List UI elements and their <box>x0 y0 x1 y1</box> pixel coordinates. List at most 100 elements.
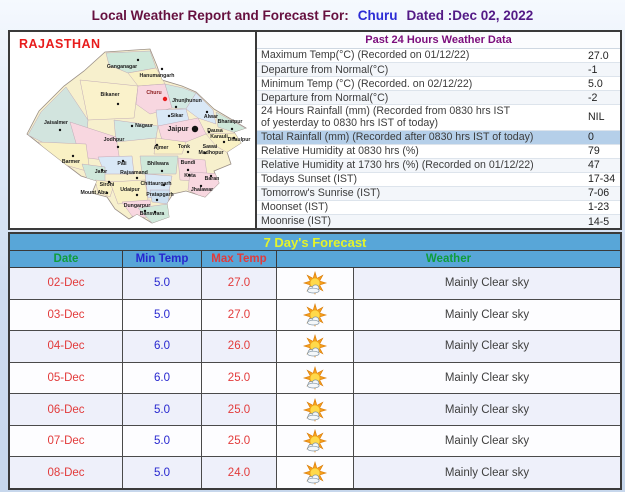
city-dot <box>116 145 120 149</box>
forecast-weather-text: Mainly Clear sky <box>444 466 530 479</box>
city-dot <box>232 136 236 140</box>
weather-data-label: Tomorrow's Sunrise (IST) <box>261 187 381 200</box>
forecast-weather-text: Mainly Clear sky <box>444 308 530 321</box>
city-dot <box>155 198 159 202</box>
weather-data-label: Relative Humidity at 1730 hrs (%) (Recor… <box>261 159 534 172</box>
forecast-row: 05-Dec 6.0 25.0 Mainly Clear sky <box>10 362 620 395</box>
weather-data-row: Total Rainfall (mm) (Recorded after 0830… <box>257 130 620 145</box>
district-label: Bikaner <box>100 92 119 98</box>
forecast-row: 03-Dec 5.0 27.0 Mainly Clear sky <box>10 299 620 332</box>
weather-data-label: Minimum Temp (°C) (Recorded. on 02/12/22… <box>261 77 473 90</box>
forecast-weather-text: Mainly Clear sky <box>444 277 530 290</box>
weather-data-label: Todays Sunset (IST) <box>261 173 357 186</box>
forecast-max-temp: 25.0 <box>202 362 277 394</box>
city-dot <box>121 159 125 163</box>
mainly-clear-icon <box>277 299 354 331</box>
district-label: Sawai <box>203 144 218 150</box>
mainly-clear-icon <box>277 362 354 394</box>
forecast-row: 02-Dec 5.0 27.0 Mainly Clear sky <box>10 268 620 300</box>
city-dot <box>207 130 211 134</box>
district-label: Barmer <box>62 159 80 165</box>
district-label: Bhilwara <box>147 161 169 167</box>
district-label: Dausa <box>207 128 223 134</box>
district-label: Chittaurgarh <box>140 181 171 187</box>
column-header-weather: Weather <box>425 253 472 265</box>
district-label: Churu <box>146 90 161 96</box>
forecast-max-temp: 27.0 <box>202 299 277 331</box>
column-header-date: Date <box>10 251 123 267</box>
weather-data-value: 7-06 <box>588 187 610 200</box>
city-dot <box>153 210 157 214</box>
page-title-city: Churu <box>357 7 398 23</box>
city-dot <box>186 150 190 154</box>
city-dot <box>135 176 139 180</box>
forecast-min-temp: 5.0 <box>123 268 202 299</box>
district-label: Bundi <box>181 160 196 166</box>
forecast-date: 02-Dec <box>10 268 123 299</box>
weather-data-value: 17-34 <box>588 173 616 186</box>
district-label: Hanumangarh <box>140 73 175 79</box>
weather-data-row: Departure from Normal(°C) -1 <box>257 63 620 78</box>
city-dot <box>203 151 207 155</box>
mainly-clear-icon <box>277 268 354 299</box>
forecast-column-headers: Date Min Temp Max Temp Weather <box>10 251 620 268</box>
district-label: Udaipur <box>120 187 140 193</box>
district-label: Kota <box>184 173 196 179</box>
city-dot <box>160 67 164 71</box>
forecast-date: 07-Dec <box>10 425 123 457</box>
city-dot <box>100 168 104 172</box>
city-dot <box>222 140 226 144</box>
forecast-min-temp: 5.0 <box>123 394 202 425</box>
weather-data-value: 14-5 <box>588 215 610 228</box>
city-dot <box>107 180 111 184</box>
city-dot <box>187 173 191 177</box>
city-dot <box>167 114 171 118</box>
forecast-min-temp: 6.0 <box>123 362 202 394</box>
forecast-min-temp: 6.0 <box>123 331 202 362</box>
column-header-max-temp: Max Temp <box>202 251 277 267</box>
forecast-row: 07-Dec 5.0 25.0 Mainly Clear sky <box>10 425 620 458</box>
forecast-max-temp: 26.0 <box>202 331 277 362</box>
district-label: Baran <box>205 176 220 182</box>
weather-data-value: -1 <box>588 63 598 76</box>
forecast-row: 04-Dec 6.0 26.0 Mainly Clear sky <box>10 331 620 363</box>
weather-data-value: 5.0 <box>588 77 603 90</box>
forecast-date: 05-Dec <box>10 362 123 394</box>
city-dot <box>136 58 140 62</box>
weather-data-row: Maximum Temp(°C) (Recorded on 01/12/22) 2… <box>257 49 620 64</box>
district-label: Pratapgarh <box>146 192 173 198</box>
city-dot <box>116 102 120 106</box>
city-dot <box>130 124 134 128</box>
weather-data-value: 79 <box>588 145 600 158</box>
district-label: Ganganagar <box>107 64 137 70</box>
weather-data-label: Relative Humidity at 0830 hrs (%) <box>261 145 419 158</box>
weather-data-row: Departure from Normal(°C) -2 <box>257 91 620 106</box>
weather-data-label: Departure from Normal(°C) <box>261 63 389 76</box>
district-label: Rajsamand <box>120 170 148 176</box>
forecast-row: 08-Dec 5.0 24.0 Mainly Clear sky <box>10 457 620 489</box>
city-dot <box>199 184 203 188</box>
city-dot <box>155 143 159 147</box>
weather-data-value: -2 <box>588 91 598 104</box>
forecast-row: 06-Dec 5.0 25.0 Mainly Clear sky <box>10 394 620 426</box>
past-24-hours-header: Past 24 Hours Weather Data <box>257 32 620 49</box>
past-24-hours-rows: Maximum Temp(°C) (Recorded on 01/12/22) 2… <box>257 49 620 229</box>
past-24-hours-table: Past 24 Hours Weather Data Maximum Temp(… <box>257 32 620 229</box>
weather-data-value: 0 <box>588 131 594 144</box>
district-label: Banswara <box>140 211 165 217</box>
forecast-date: 04-Dec <box>10 331 123 362</box>
weather-data-label: Maximum Temp(°C) (Recorded on 01/12/22) <box>261 49 470 62</box>
forecast-max-temp: 25.0 <box>202 394 277 425</box>
forecast-date: 06-Dec <box>10 394 123 425</box>
weather-data-row: Moonset (IST) 1-23 <box>257 200 620 215</box>
page-title-text: Local Weather Report and Forecast For: <box>91 7 349 23</box>
district-label: Mount Abu <box>81 190 108 196</box>
district-label: Jodhpur <box>104 137 125 143</box>
forecast-weather-text: Mainly Clear sky <box>444 435 530 448</box>
weather-data-label: Departure from Normal(°C) <box>261 91 389 104</box>
forecast-date: 08-Dec <box>10 457 123 489</box>
forecast-min-temp: 5.0 <box>123 457 202 489</box>
city-dot <box>205 110 209 114</box>
forecast-max-temp: 25.0 <box>202 425 277 457</box>
forecast-weather-text: Mainly Clear sky <box>444 340 530 353</box>
